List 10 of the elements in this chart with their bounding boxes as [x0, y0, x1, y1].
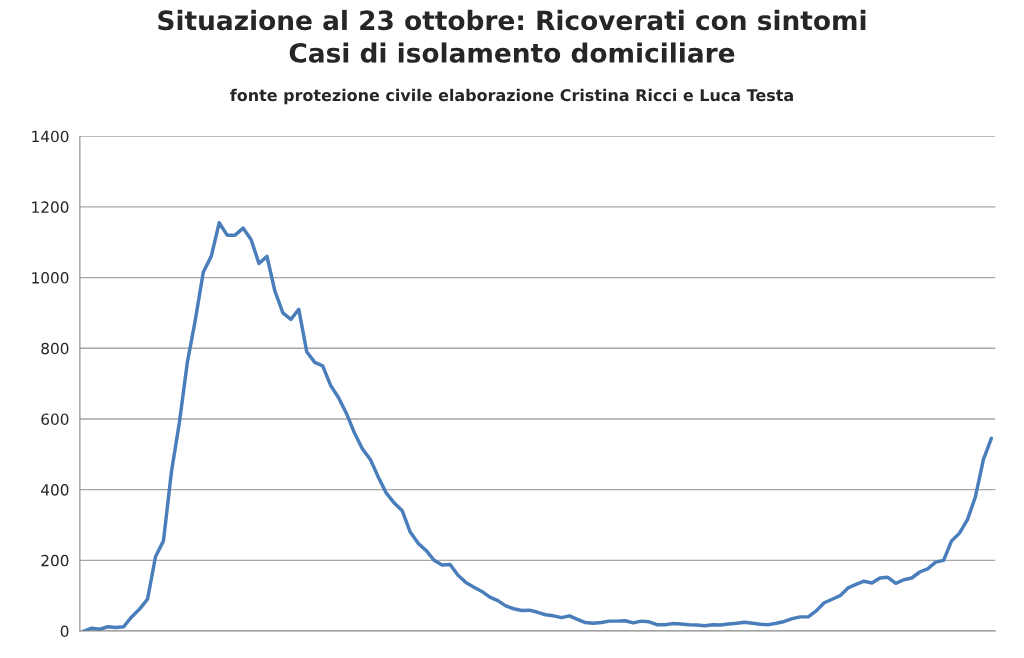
y-tick-label: 800 — [41, 342, 69, 355]
y-tick-label: 400 — [41, 484, 69, 496]
y-tick-label: 0 — [60, 625, 69, 638]
y-tick-label: 1400 — [32, 130, 69, 143]
chart-title: Situazione al 23 ottobre: Ricoverati con sintomi Casi di isolamento domiciliare — [158, 9, 866, 63]
y-tick-label: 1200 — [32, 201, 69, 213]
y-tick-label: 1000 — [32, 272, 69, 284]
y-tick-label: 200 — [41, 554, 69, 567]
y-tick-label: 600 — [41, 413, 69, 425]
chart-subtitle: fonte protezione civile elaborazione Cristina Ricci e Luca Testa — [230, 88, 793, 105]
